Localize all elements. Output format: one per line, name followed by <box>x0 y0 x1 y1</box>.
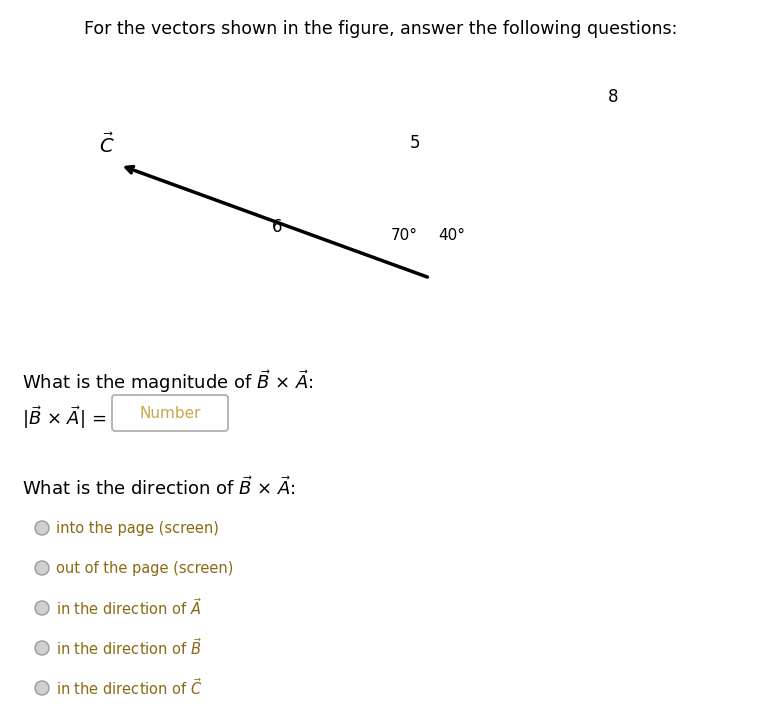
Text: What is the magnitude of $\vec{B}$ $\times$ $\vec{A}$:: What is the magnitude of $\vec{B}$ $\tim… <box>22 368 314 395</box>
Text: into the page (screen): into the page (screen) <box>56 520 219 535</box>
Text: 6: 6 <box>272 218 282 236</box>
Text: in the direction of $\vec{A}$: in the direction of $\vec{A}$ <box>56 598 202 618</box>
Text: $\vec{C}$: $\vec{C}$ <box>99 133 115 157</box>
Text: $|\vec{B}$ $\times$ $\vec{A}|$ =: $|\vec{B}$ $\times$ $\vec{A}|$ = <box>22 404 106 431</box>
Text: 40°: 40° <box>438 228 465 243</box>
Text: What is the direction of $\vec{B}$ $\times$ $\vec{A}$:: What is the direction of $\vec{B}$ $\tim… <box>22 476 295 499</box>
Text: in the direction of $\vec{B}$: in the direction of $\vec{B}$ <box>56 638 202 658</box>
Text: 70°: 70° <box>391 228 418 243</box>
FancyBboxPatch shape <box>112 395 228 431</box>
Circle shape <box>35 641 49 655</box>
Circle shape <box>35 561 49 575</box>
Text: 8: 8 <box>607 88 618 105</box>
Text: 5: 5 <box>410 134 420 152</box>
Circle shape <box>35 681 49 695</box>
Text: For the vectors shown in the figure, answer the following questions:: For the vectors shown in the figure, ans… <box>85 20 678 38</box>
Text: Number: Number <box>140 406 201 421</box>
Text: out of the page (screen): out of the page (screen) <box>56 561 233 576</box>
Circle shape <box>35 601 49 615</box>
Circle shape <box>35 521 49 535</box>
Text: in the direction of $\vec{C}$: in the direction of $\vec{C}$ <box>56 678 203 698</box>
